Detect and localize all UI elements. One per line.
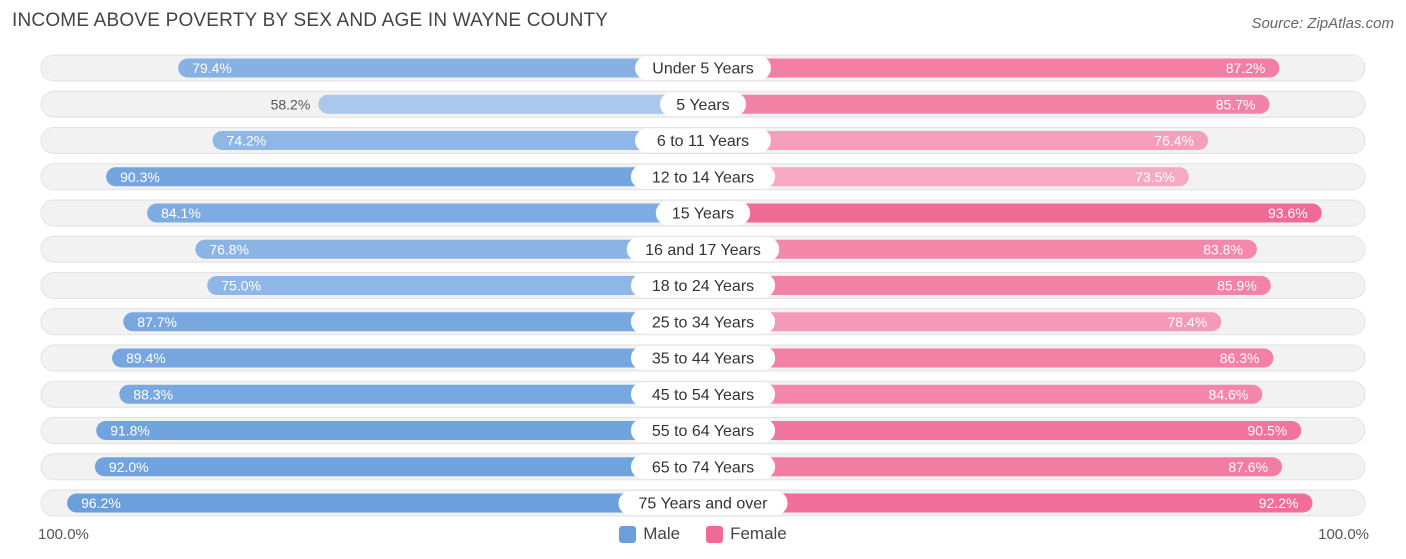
bar-male (207, 276, 703, 295)
bar-female (703, 203, 1322, 223)
bar-female (703, 131, 1209, 150)
category-label: 5 Years (676, 97, 729, 114)
category-pill (630, 273, 776, 298)
legend-item-male: Male (619, 524, 680, 544)
value-label-female: 87.2% (1226, 60, 1266, 76)
category-label: 6 to 11 Years (657, 133, 749, 150)
category-pill (630, 309, 776, 334)
value-label-male: 84.1% (161, 205, 201, 221)
category-pill (626, 237, 780, 262)
category-label: 15 Years (672, 206, 734, 223)
category-label: 16 and 17 Years (645, 242, 761, 259)
value-label-female: 83.8% (1203, 241, 1243, 257)
category-pill (630, 418, 776, 443)
value-label-female: 93.6% (1268, 205, 1308, 221)
category-label: 35 to 44 Years (652, 351, 754, 368)
source-label: Source: ZipAtlas.com (1251, 15, 1394, 32)
bar-male (106, 167, 703, 187)
category-label: 65 to 74 Years (652, 459, 754, 476)
category-pill (630, 382, 776, 407)
value-label-male: 74.2% (227, 133, 267, 149)
category-label: Under 5 Years (652, 61, 753, 78)
axis-left-label: 100.0% (38, 526, 89, 543)
bar-female (703, 457, 1283, 477)
category-pill (630, 346, 776, 370)
value-label-male: 96.2% (81, 495, 121, 511)
bar-female (703, 239, 1257, 259)
value-label-female: 87.6% (1228, 459, 1268, 475)
category-pill (630, 454, 776, 479)
category-label: 12 to 14 Years (652, 169, 754, 186)
value-label-male: 79.4% (192, 60, 232, 76)
bar-female (703, 94, 1270, 114)
bar-male (178, 58, 703, 78)
value-label-male: 92.0% (109, 459, 149, 475)
bar-female (703, 493, 1313, 513)
category-pill (635, 128, 771, 153)
bar-male (123, 312, 704, 332)
value-label-male: 91.8% (110, 423, 150, 439)
legend: Male Female (0, 524, 1406, 544)
value-label-female: 85.9% (1217, 278, 1257, 294)
bar-male (212, 131, 703, 150)
category-pill (635, 56, 771, 80)
value-label-male: 75.0% (221, 278, 261, 294)
category-label: 45 to 54 Years (652, 387, 754, 404)
category-label: 75 Years and over (639, 496, 769, 513)
bar-male (318, 94, 703, 114)
bar-female (703, 276, 1271, 295)
value-label-female: 73.5% (1135, 169, 1175, 185)
category-pill (655, 201, 751, 225)
bar-female (703, 167, 1189, 187)
value-label-male: 87.7% (137, 314, 177, 330)
value-label-male: 58.2% (271, 96, 311, 112)
bar-male (94, 457, 703, 477)
value-label-female: 85.7% (1216, 96, 1256, 112)
category-pill (630, 164, 776, 189)
category-label: 25 to 34 Years (652, 314, 754, 331)
bar-male (112, 348, 704, 368)
value-label-female: 76.4% (1154, 133, 1194, 149)
bar-chart: 79.4% 87.2% Under 5 Years 58.2% 85.7% 5 Years… (40, 54, 1366, 517)
category-pill (618, 491, 788, 515)
value-label-female: 92.2% (1259, 495, 1299, 511)
bar-female (703, 58, 1280, 78)
legend-label-female: Female (730, 524, 787, 543)
bar-female (703, 421, 1302, 440)
bar-female (703, 312, 1222, 332)
value-label-female: 90.5% (1248, 423, 1288, 439)
value-label-male: 88.3% (133, 386, 173, 402)
value-label-male: 76.8% (209, 241, 249, 257)
bar-female (703, 384, 1263, 404)
bar-male (96, 421, 703, 440)
bar-female (703, 348, 1274, 368)
value-label-male: 89.4% (126, 350, 166, 366)
bar-male (119, 384, 704, 404)
value-label-female: 78.4% (1168, 314, 1208, 330)
legend-item-female: Female (706, 524, 787, 544)
category-label: 55 to 64 Years (652, 423, 754, 440)
value-label-female: 84.6% (1209, 386, 1249, 402)
bar-male (67, 493, 704, 513)
value-label-female: 86.3% (1220, 350, 1260, 366)
axis-right-label: 100.0% (1318, 526, 1369, 543)
legend-label-male: Male (643, 524, 681, 543)
category-pill (659, 92, 747, 117)
bar-male (195, 239, 704, 259)
legend-swatch-female (706, 525, 724, 543)
legend-swatch-male (619, 525, 637, 543)
chart-title: INCOME ABOVE POVERTY BY SEX AND AGE IN W… (12, 10, 609, 31)
bar-male (147, 203, 703, 223)
category-label: 18 to 24 Years (652, 278, 754, 295)
value-label-male: 90.3% (120, 169, 160, 185)
